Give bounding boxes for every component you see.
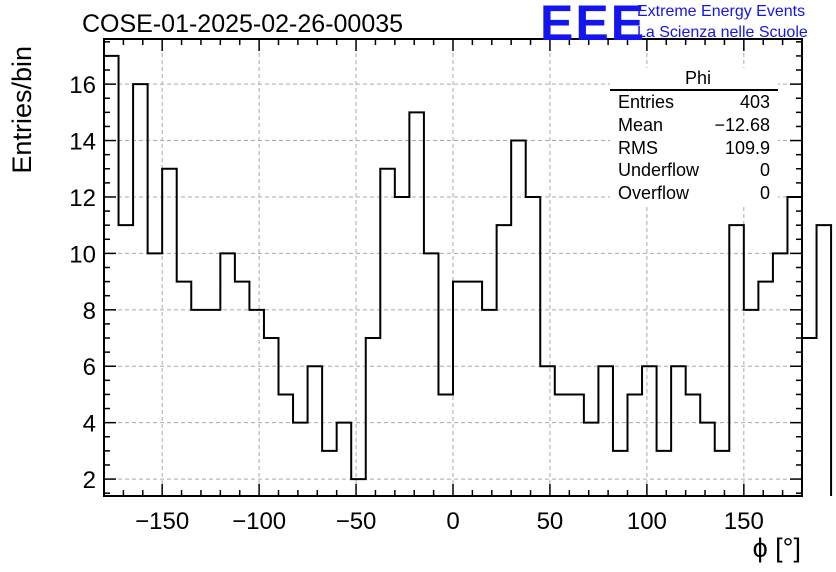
axis-ticks (103, 39, 803, 496)
y-tick-label: 6 (83, 354, 96, 381)
y-tick-label: 14 (69, 129, 96, 156)
stats-box: Phi Entries 403 Mean −12.68 RMS 109.9 Un… (610, 68, 778, 205)
y-tick-label: 4 (83, 411, 96, 438)
x-tick-label: 50 (537, 508, 564, 535)
stats-label: Entries (618, 92, 675, 112)
stats-value: 109.9 (724, 137, 770, 158)
chart-title: COSE-01-2025-02-26-00035 (82, 10, 404, 38)
stats-row-rms: RMS 109.9 (610, 137, 778, 160)
stats-value: 403 (739, 92, 770, 112)
y-tick-label: 12 (69, 185, 96, 212)
x-tick-label: 100 (627, 508, 667, 535)
x-axis-title: ϕ [°] (753, 533, 801, 563)
eee-logo: EEE (540, 0, 647, 51)
stats-row-entries: Entries 403 (610, 91, 778, 114)
stats-label: RMS (618, 137, 658, 158)
y-tick-label: 8 (83, 298, 96, 325)
stats-label: Mean (618, 114, 664, 135)
histogram-series-phi (103, 54, 833, 496)
stats-label: Overflow (618, 183, 690, 204)
stats-row-underflow: Underflow 0 (610, 159, 778, 182)
x-tick-label: −100 (232, 508, 286, 535)
x-tick-label: 0 (446, 508, 459, 535)
y-tick-label: 2 (83, 467, 96, 494)
stats-row-mean: Mean −12.68 (610, 114, 778, 137)
axis-tick-labels: −150 −100 −50 0 50 100 150 2 4 6 8 10 12 14 16 (69, 72, 764, 535)
stats-value: −12.68 (714, 114, 770, 135)
x-tick-label: −150 (135, 508, 189, 535)
x-tick-label: −50 (336, 508, 377, 535)
stats-value: 0 (759, 160, 770, 181)
stats-value: 0 (759, 183, 770, 204)
stats-box-title: Phi (610, 68, 778, 91)
x-tick-label: 150 (724, 508, 764, 535)
stats-label: Underflow (618, 160, 700, 181)
stats-row-overflow: Overflow 0 (610, 182, 778, 205)
y-axis-title: Entries/bin (7, 46, 37, 174)
logo-line-1: Extreme Energy Events (637, 3, 806, 20)
y-tick-label: 16 (69, 72, 96, 99)
logo-line-2: La Scienza nelle Scuole (637, 24, 808, 41)
y-tick-label: 10 (69, 241, 96, 268)
